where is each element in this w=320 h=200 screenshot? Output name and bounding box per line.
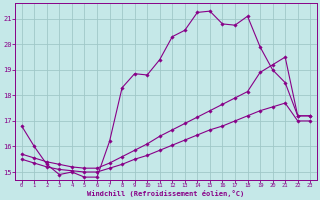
X-axis label: Windchill (Refroidissement éolien,°C): Windchill (Refroidissement éolien,°C)	[87, 190, 244, 197]
